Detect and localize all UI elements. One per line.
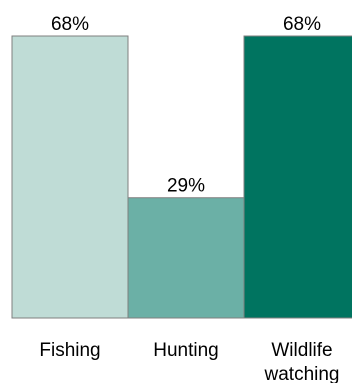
category-label-1: Hunting — [153, 340, 219, 361]
value-label-2: 68% — [283, 14, 321, 35]
category-label-2-line-1: watching — [264, 364, 340, 383]
bar-0 — [11, 35, 129, 319]
category-label-2-line-0: Wildlife — [271, 340, 332, 361]
value-label-1: 29% — [167, 176, 205, 197]
bar-1 — [127, 197, 245, 319]
category-label-0: Fishing — [39, 340, 100, 361]
labels-group: 68% Fishing 29% Hunting 68% Wildlife watching — [39, 14, 339, 383]
bar-2 — [243, 35, 352, 319]
value-label-0: 68% — [51, 14, 89, 35]
bars-group — [11, 35, 352, 319]
